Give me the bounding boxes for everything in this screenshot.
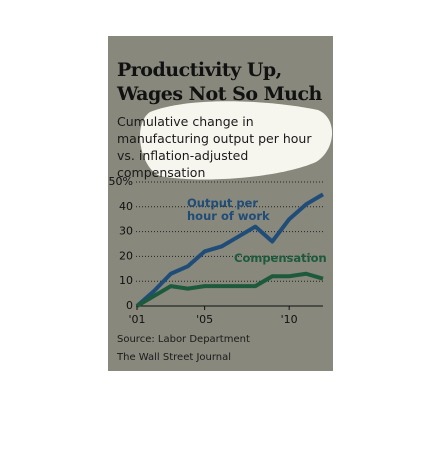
line [135,271,324,308]
y-tick-label: 20 [119,249,133,262]
credit: The Wall Street Journal [117,352,232,363]
y-tick-label: 0 [126,299,133,312]
chart-title: Productivity Up, Wages Not So Much [117,59,322,105]
x-tick-label: '05 [196,313,213,326]
y-tick-label: 40 [119,200,133,213]
chart-subtitle: Cumulative change in manufacturing outpu… [117,114,312,180]
series-label: Compensation [234,251,327,265]
highlight [139,101,333,180]
card [108,36,333,371]
x-tick-label: '10 [281,313,298,326]
y-tick-label: 10 [119,274,133,287]
line [135,192,325,308]
series-label: Output per hour of work [187,196,270,223]
y-tick-label: 50% [109,175,133,188]
y-tick-label: 30 [119,225,133,238]
x-tick-label: '01 [128,313,145,326]
source: Source: Labor Department [117,334,250,345]
